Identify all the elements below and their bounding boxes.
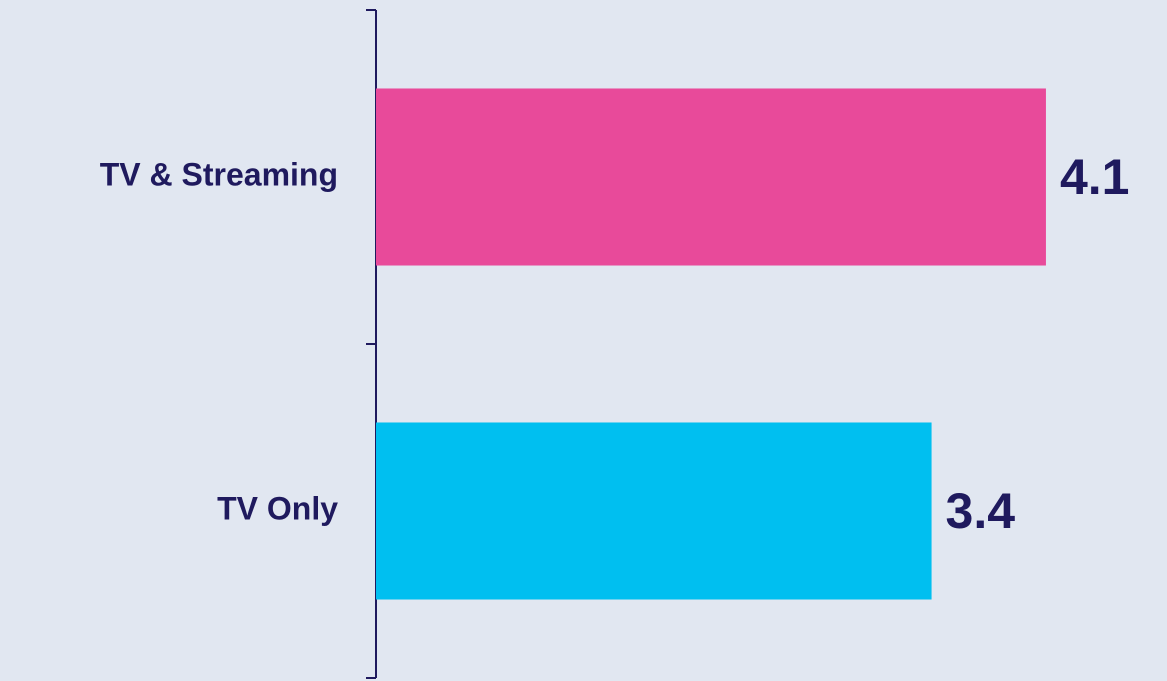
bar xyxy=(376,422,932,600)
value-label: 4.1 xyxy=(1060,149,1130,205)
value-label: 3.4 xyxy=(946,483,1016,539)
bar xyxy=(376,88,1046,266)
category-label: TV Only xyxy=(217,490,338,526)
category-label: TV & Streaming xyxy=(100,156,338,192)
